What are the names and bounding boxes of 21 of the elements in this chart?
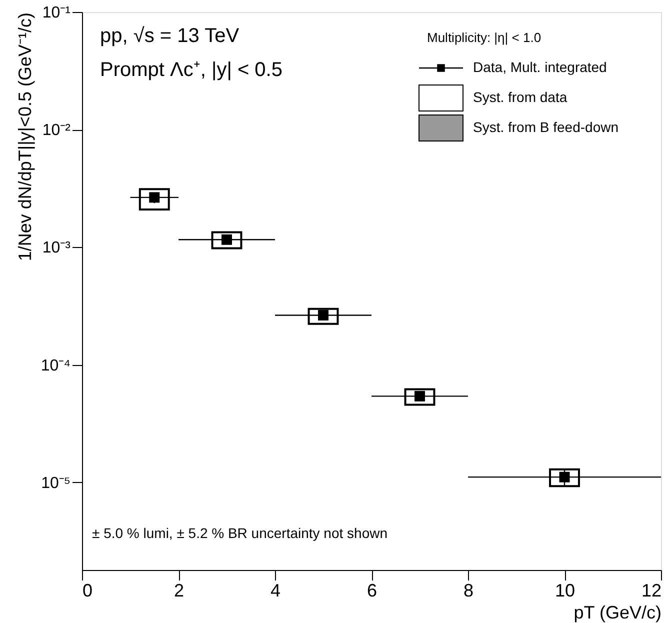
x-tick-label: 6 — [366, 580, 378, 600]
x-tick-label: 8 — [463, 580, 474, 600]
legend-label: Syst. from B feed-down — [473, 119, 619, 135]
legend-label: Syst. from data — [473, 89, 568, 105]
y-axis-title: 1/Nev dN/dpT||y|<0.5 (GeV⁻¹/c) — [14, 12, 35, 262]
y-tick-label: 10⁻⁴ — [40, 357, 71, 374]
legend-label: Data, Mult. integrated — [473, 59, 607, 75]
legend-title: Multiplicity: |η| < 1.0 — [427, 30, 542, 45]
annotation: ± 5.0 % lumi, ± 5.2 % BR uncertainty not shown — [92, 525, 388, 541]
y-tick-label: 10⁻¹ — [42, 4, 70, 22]
annotation: Prompt Λc⁺, |y| < 0.5 — [100, 59, 282, 81]
x-tick-label: 2 — [174, 580, 184, 600]
annotation: pp, √s = 13 TeV — [100, 25, 240, 47]
x-tick-label: 10 — [554, 580, 576, 600]
y-tick-label: 10⁻⁵ — [41, 474, 70, 492]
y-tick-label: 10⁻³ — [42, 240, 72, 257]
y-tick-label: 10⁻² — [42, 122, 72, 140]
x-tick-label: 4 — [270, 580, 281, 600]
x-axis-title: pT (GeV/c) — [574, 602, 662, 622]
x-tick-label: 12 — [641, 580, 662, 600]
x-tick-label: 0 — [82, 580, 93, 600]
